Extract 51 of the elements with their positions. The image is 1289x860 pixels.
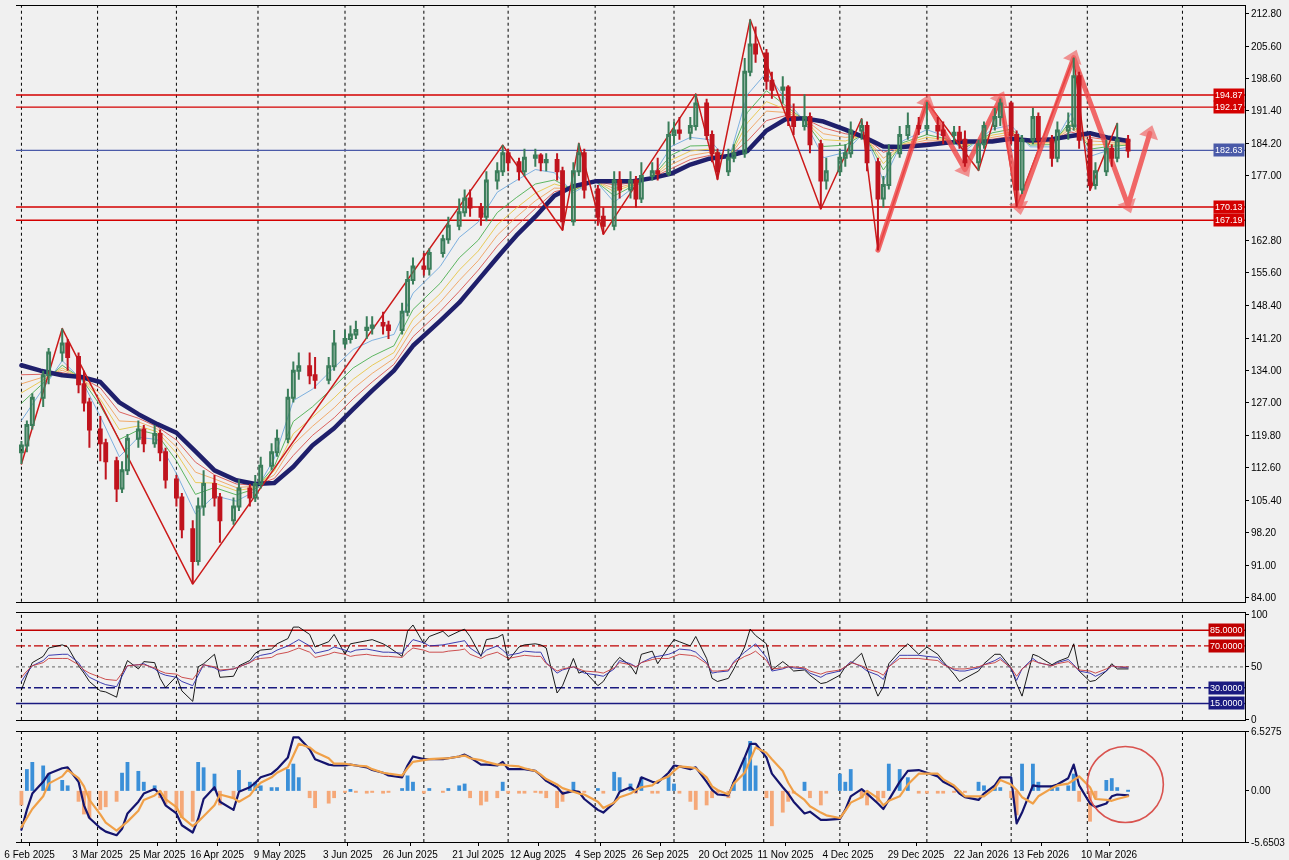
x-tick-label: 12 Aug 2025: [509, 849, 567, 860]
y-tick-label: 112.60: [1251, 462, 1282, 474]
y-tick-label: 162.80: [1251, 234, 1283, 246]
ref-line-label: 85.0000: [1210, 625, 1243, 635]
x-tick-label: 21 Jul 2025: [452, 849, 505, 860]
y-tick-label: 100: [1251, 609, 1269, 621]
ref-line-label: 170.13: [1215, 202, 1243, 212]
ref-line-label: 167.19: [1215, 215, 1243, 225]
y-tick-label: 105.40: [1251, 494, 1283, 506]
x-tick-label: 20 Oct 2025: [698, 849, 754, 860]
x-tick-label: 3 Jun 2025: [322, 849, 373, 860]
y-tick-label: 6.5275: [1251, 726, 1283, 738]
y-tick-label: 98.20: [1251, 527, 1277, 539]
y-tick-label: 184.20: [1251, 137, 1283, 149]
y-tick-label: 191.40: [1251, 105, 1283, 117]
y-tick-label: 0.00: [1251, 785, 1271, 797]
x-tick-label: 16 Apr 2025: [190, 849, 245, 860]
x-tick-label: 26 Jun 2025: [382, 849, 439, 860]
x-tick-label: 11 Nov 2025: [757, 849, 814, 860]
y-tick-label: -5.6503: [1251, 836, 1286, 848]
x-tick-label: 25 Mar 2025: [129, 849, 186, 860]
y-tick-label: 141.20: [1251, 332, 1283, 344]
y-tick-label: 212.80: [1251, 8, 1283, 20]
ref-line-label: 30.0000: [1210, 683, 1243, 693]
x-tick-label: 9 May 2025: [253, 849, 307, 860]
ref-line-label: 70.0000: [1210, 641, 1243, 651]
x-tick-label: 26 Sep 2025: [632, 849, 690, 860]
ref-line-label: 194.87: [1215, 90, 1243, 100]
ref-line-label: 15.0000: [1210, 698, 1243, 708]
y-tick-label: 91.00: [1251, 559, 1277, 571]
y-tick-label: 177.00: [1251, 170, 1283, 182]
y-tick-label: 0: [1251, 713, 1257, 725]
x-tick-label: 4 Sep 2025: [575, 849, 627, 860]
ref-line-label: 192.17: [1215, 102, 1243, 112]
x-tick-label: 10 Mar 2026: [1080, 849, 1138, 860]
x-tick-label: 13 Feb 2026: [1012, 849, 1070, 860]
y-tick-label: 50: [1251, 661, 1263, 673]
x-tick-label: 22 Jan 2026: [953, 849, 1010, 860]
y-tick-label: 148.40: [1251, 299, 1283, 311]
ref-line-label: 182.63: [1215, 145, 1243, 155]
y-tick-label: 198.60: [1251, 72, 1283, 84]
y-tick-label: 84.00: [1251, 591, 1277, 603]
y-tick-label: 119.80: [1251, 429, 1282, 441]
x-tick-label: 29 Dec 2025: [887, 849, 945, 860]
y-tick-label: 205.60: [1251, 40, 1283, 52]
y-tick-label: 134.00: [1251, 365, 1283, 377]
y-tick-label: 155.60: [1251, 267, 1283, 279]
x-tick-label: 6 Feb 2025: [4, 849, 56, 860]
x-tick-label: 4 Dec 2025: [822, 849, 875, 860]
x-tick-label: 3 Mar 2025: [72, 849, 124, 860]
y-tick-label: 127.00: [1251, 396, 1283, 408]
